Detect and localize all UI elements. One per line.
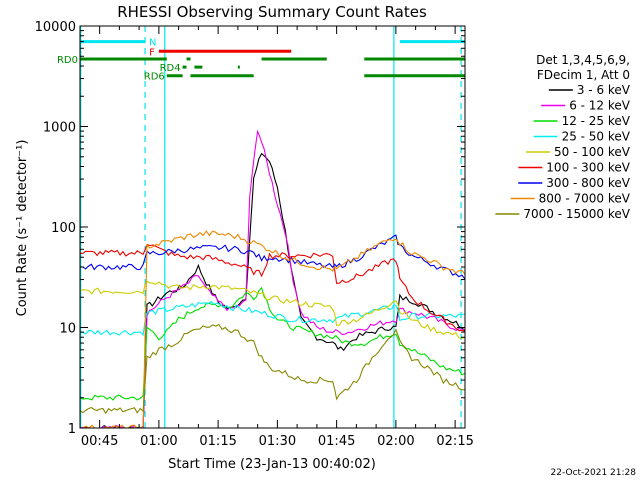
tick-labels: 1 10 100 1000 10000 00:45 01:00 01:15 01:30 01:45… (35, 20, 474, 449)
axes (79, 25, 466, 429)
series-line-50-100-kev (79, 280, 466, 339)
y-tick-label: 100 (51, 221, 76, 236)
series-line-300-800-kev (79, 234, 466, 280)
x-axis-label: Start Time (23-Jan-13 00:40:02) (168, 457, 376, 472)
y-tick-label: 1 (68, 422, 76, 437)
x-tick-label: 01:30 (259, 434, 296, 449)
legend-entry-12-25-kev: 12 - 25 keV (562, 114, 631, 128)
legend-entry-50-100-kev: 50 - 100 keV (554, 145, 631, 159)
flag-label-rd0: RD0 (57, 55, 78, 66)
series-line-6-12-kev (79, 129, 466, 429)
x-tick-label: 01:00 (140, 434, 177, 449)
legend-entry-300-800-kev: 300 - 800 keV (546, 176, 630, 190)
flag-label-rd4: RD4 (160, 63, 181, 74)
legend-entry-100-300-kev: 100 - 300 keV (546, 161, 630, 175)
plot-frame (79, 25, 466, 429)
x-tick-label: 01:45 (318, 434, 355, 449)
series-line-100-300-kev (79, 244, 466, 332)
legend-entry-6-12-kev: 6 - 12 keV (569, 99, 631, 113)
x-tick-label: 00:45 (81, 434, 118, 449)
y-tick-label: 10000 (35, 20, 76, 35)
x-tick-label: 01:15 (199, 434, 236, 449)
series-line-25-50-kev (79, 300, 466, 337)
chart-title: RHESSI Observing Summary Count Rates (117, 3, 427, 21)
series-line-800-7000-kev (80, 230, 466, 429)
series-line-7000-15000-kev (79, 323, 465, 415)
vertical-markers (80, 26, 462, 428)
legend-entry-800-7000-kev: 800 - 7000 keV (539, 192, 631, 206)
y-tick-label: 10 (59, 322, 76, 337)
flag-label-n: N (149, 38, 156, 49)
series-line-12-25-kev (79, 286, 466, 401)
legend-entry-3-6-kev: 3 - 6 keV (577, 83, 631, 97)
legend-entry-25-50-kev: 25 - 50 keV (562, 130, 631, 144)
x-tick-label: 02:15 (436, 434, 473, 449)
series-lines (79, 129, 466, 429)
legend-header-line-1: Det 1,3,4,5,6,9, (536, 53, 630, 67)
flag-label-rd6: RD6 (144, 72, 165, 83)
legend-header-line-2: FDecim 1, Att 0 (537, 68, 630, 82)
timestamp-label: 22-Oct-2021 21:28 (551, 468, 637, 478)
x-tick-label: 02:00 (377, 434, 414, 449)
legend-entry-7000-15000-kev: 7000 - 15000 keV (523, 207, 630, 221)
y-tick-label: 1000 (43, 121, 76, 136)
flag-label-f: F (149, 47, 155, 58)
y-axis-label: Count Rate (s⁻¹ detector⁻¹) (15, 140, 30, 317)
